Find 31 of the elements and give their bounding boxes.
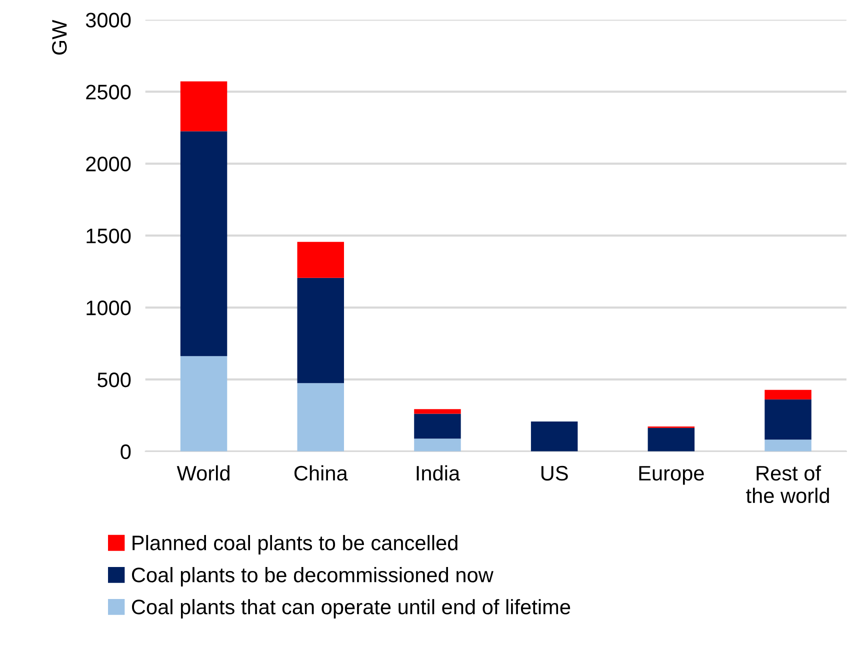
bar <box>764 399 812 440</box>
x-tick-label: India <box>416 465 460 481</box>
bar <box>297 278 344 384</box>
legend-label: Coal plants to be decommissioned now <box>132 567 494 586</box>
bar <box>648 428 695 452</box>
legend-label: Planned coal plants to be cancelled <box>132 535 458 554</box>
y-tick-label: 1500 <box>86 228 131 244</box>
bar <box>764 390 812 400</box>
bar <box>297 383 344 452</box>
y-tick-label: 500 <box>98 372 131 388</box>
legend-label: Coal plants that can operate until end of lifetime <box>132 599 570 619</box>
x-tick-label: US <box>541 466 568 481</box>
bar <box>297 242 344 278</box>
x-tick-label: World <box>176 465 230 481</box>
x-tick-label: Rest of the world <box>746 465 829 504</box>
bar <box>180 81 228 132</box>
bar <box>764 440 812 452</box>
y-tick-label: 2000 <box>86 156 131 172</box>
y-tick-label: 2500 <box>86 84 131 100</box>
bar <box>414 409 461 414</box>
y-tick-label: 1000 <box>86 300 131 316</box>
bar <box>180 131 228 356</box>
x-tick-label: China <box>294 465 348 481</box>
y-tick-label: 0 <box>120 444 131 460</box>
bar <box>414 414 461 439</box>
x-tick-label: Europe <box>639 466 704 485</box>
y-axis-title: GW <box>52 20 67 55</box>
bar <box>414 438 461 452</box>
bar <box>180 356 228 452</box>
bar <box>530 421 578 452</box>
y-tick-label: 3000 <box>86 12 131 28</box>
